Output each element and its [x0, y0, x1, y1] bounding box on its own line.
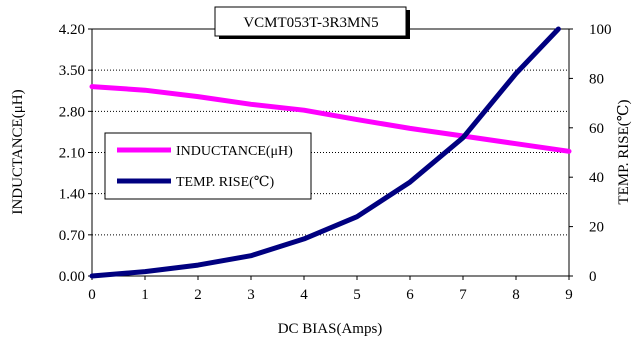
left-tick-label: 1.40 — [59, 187, 85, 203]
left-tick-label: 3.50 — [59, 63, 85, 79]
right-tick-label: 60 — [589, 121, 604, 137]
x-tick-label: 5 — [353, 287, 361, 303]
x-tick-label: 4 — [300, 287, 308, 303]
legend-label-temp-rise: TEMP. RISE(℃) — [176, 175, 274, 190]
left-tick-label: 2.10 — [59, 146, 85, 162]
right-axis-title: TEMP. RISE(℃) — [616, 99, 632, 204]
x-tick-label: 8 — [512, 287, 520, 303]
right-tick-label: 80 — [589, 71, 604, 87]
left-tick-label: 4.20 — [59, 22, 85, 38]
x-tick-label: 2 — [194, 287, 202, 303]
left-tick-label: 0.00 — [59, 269, 85, 285]
right-tick-label: 20 — [589, 220, 604, 236]
left-tick-label: 0.70 — [59, 228, 85, 244]
x-axis-title: DC BIAS(Amps) — [278, 321, 383, 337]
left-axis-ticks: 0.00 0.70 1.40 2.10 2.80 3.50 4.20 — [59, 22, 92, 285]
x-tick-label: 3 — [247, 287, 255, 303]
chart-title: VCMT053T-3R3MN5 — [243, 15, 378, 31]
series-line-inductance — [89, 84, 572, 154]
right-tick-label: 0 — [589, 269, 597, 285]
x-axis-ticks: 0 1 2 3 4 5 6 7 8 9 — [88, 276, 573, 303]
series-line-temp-rise — [89, 26, 561, 279]
right-tick-label: 40 — [589, 170, 604, 186]
x-tick-label: 1 — [141, 287, 149, 303]
legend: INDUCTANCE(μH) TEMP. RISE(℃) — [104, 132, 312, 200]
x-tick-label: 6 — [406, 287, 414, 303]
right-tick-label: 100 — [589, 22, 612, 38]
series-layer — [89, 26, 572, 279]
legend-box — [104, 132, 312, 200]
x-tick-label: 0 — [88, 287, 96, 303]
legend-label-inductance: INDUCTANCE(μH) — [176, 144, 293, 159]
right-axis-ticks: 0 20 40 60 80 100 — [569, 22, 612, 285]
left-axis-title: INDUCTANCE(μH) — [10, 89, 26, 214]
left-tick-label: 2.80 — [59, 104, 85, 120]
title-box — [214, 6, 407, 37]
x-tick-label: 7 — [459, 287, 467, 303]
x-tick-label: 9 — [565, 287, 573, 303]
